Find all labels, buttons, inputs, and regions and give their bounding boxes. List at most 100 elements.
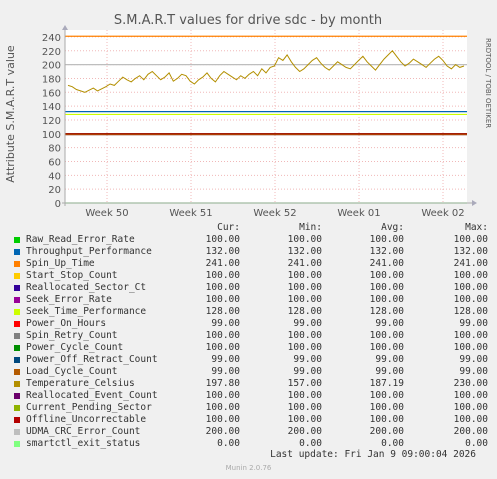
- series-line-temperature-celsius: [67, 50, 465, 93]
- legend-name: Offline_Uncorrectable: [26, 414, 147, 425]
- legend-max: 100.00: [453, 390, 488, 401]
- legend-cur: 100.00: [205, 402, 240, 413]
- legend-avg: 100.00: [369, 414, 404, 425]
- legend-avg: 132.00: [369, 246, 404, 257]
- legend-max: 132.00: [453, 246, 488, 257]
- legend-min: 241.00: [287, 258, 322, 269]
- legend-cur: 100.00: [205, 330, 240, 341]
- legend-row: Power_Cycle_Count 100.00 100.00 100.00 100.0…: [12, 342, 492, 354]
- legend-max: 99.00: [459, 354, 488, 365]
- y-tick-label: 160: [42, 88, 61, 99]
- legend-row: Reallocated_Event_Count 100.00 100.00 100.0…: [12, 390, 492, 402]
- legend-avg: 241.00: [369, 258, 404, 269]
- legend-cur: 128.00: [205, 306, 240, 317]
- side-label: RRDTOOL / TOBI OETIKER: [484, 38, 492, 128]
- legend-name: Seek_Error_Rate: [26, 294, 112, 305]
- legend-avg: 100.00: [369, 390, 404, 401]
- legend-swatch: [14, 321, 20, 327]
- legend-name: Start_Stop_Count: [26, 270, 118, 281]
- legend-avg: 100.00: [369, 330, 404, 341]
- col-max: Max:: [465, 222, 488, 233]
- legend-name: Temperature_Celsius: [26, 378, 135, 389]
- legend-avg: 128.00: [369, 306, 404, 317]
- legend-min: 100.00: [287, 234, 322, 245]
- legend-cur: 0.00: [217, 438, 240, 449]
- chart-title: S.M.A.R.T values for drive sdc - by mont…: [114, 13, 382, 28]
- legend: Cur: Min: Avg: Max: Raw_Read_Error_Rate 1…: [12, 222, 492, 450]
- legend-name: Spin_Up_Time: [26, 258, 95, 269]
- legend-min: 100.00: [287, 270, 322, 281]
- legend-avg: 99.00: [375, 354, 404, 365]
- legend-row: Reallocated_Sector_Ct 100.00 100.00 100.00 1…: [12, 282, 492, 294]
- last-update: Last update: Fri Jan 9 09:00:04 2026: [270, 449, 476, 460]
- legend-min: 132.00: [287, 246, 322, 257]
- legend-row: Seek_Time_Performance 128.00 128.00 128.00 1…: [12, 306, 492, 318]
- legend-cur: 197.80: [205, 378, 240, 389]
- y-tick-label: 120: [42, 116, 61, 127]
- legend-row: Raw_Read_Error_Rate 100.00 100.00 100.00 100…: [12, 234, 492, 246]
- y-tick-label: 140: [42, 102, 61, 113]
- legend-swatch: [14, 309, 20, 315]
- legend-swatch: [14, 249, 20, 255]
- legend-max: 99.00: [459, 318, 488, 329]
- legend-min: 100.00: [287, 414, 322, 425]
- legend-max: 99.00: [459, 366, 488, 377]
- x-tick-label: Week 02: [421, 208, 464, 219]
- y-axis-arrow: [62, 25, 68, 30]
- legend-cur: 99.00: [211, 354, 240, 365]
- legend-max: 100.00: [453, 330, 488, 341]
- legend-max: 100.00: [453, 402, 488, 413]
- legend-min: 99.00: [293, 354, 322, 365]
- legend-name: Spin_Retry_Count: [26, 330, 118, 341]
- legend-cur: 100.00: [205, 342, 240, 353]
- legend-max: 230.00: [453, 378, 488, 389]
- legend-min: 100.00: [287, 390, 322, 401]
- chart-area: S.M.A.R.T values for drive sdc - by mont…: [4, 13, 492, 219]
- legend-row: Current_Pending_Sector 100.00 100.00 100.00…: [12, 402, 492, 414]
- legend-max: 100.00: [453, 294, 488, 305]
- legend-min: 100.00: [287, 342, 322, 353]
- munin-version: Munin 2.0.76: [225, 464, 272, 472]
- legend-cur: 100.00: [205, 414, 240, 425]
- legend-avg: 100.00: [369, 342, 404, 353]
- legend-row: Power_On_Hours 99.00 99.00 99.00 99.00: [12, 318, 492, 330]
- legend-swatch: [14, 417, 20, 423]
- y-tick-label: 0: [55, 199, 61, 210]
- legend-min: 99.00: [293, 318, 322, 329]
- legend-name: Reallocated_Sector_Ct: [26, 282, 147, 293]
- x-tick-label: Week 01: [337, 208, 380, 219]
- legend-cur: 99.00: [211, 366, 240, 377]
- col-avg: Avg:: [381, 222, 404, 233]
- legend-min: 100.00: [287, 282, 322, 293]
- legend-row: Load_Cycle_Count 99.00 99.00 99.00 99.00: [12, 366, 492, 378]
- legend-avg: 100.00: [369, 294, 404, 305]
- legend-min: 128.00: [287, 306, 322, 317]
- x-tick-label: Week 52: [253, 208, 296, 219]
- legend-swatch: [14, 429, 20, 435]
- legend-max: 100.00: [453, 414, 488, 425]
- y-tick-label: 80: [48, 144, 61, 155]
- legend-max: 100.00: [453, 270, 488, 281]
- legend-cur: 99.00: [211, 318, 240, 329]
- x-tick-label: Week 51: [169, 208, 212, 219]
- legend-min: 99.00: [293, 366, 322, 377]
- legend-swatch: [14, 273, 20, 279]
- x-tick-label: Week 50: [85, 208, 128, 219]
- legend-row: smartctl_exit_status 0.00 0.00 0.00 0.00: [12, 438, 492, 450]
- legend-row: Seek_Error_Rate 100.00 100.00 100.00 100.00: [12, 294, 492, 306]
- legend-min: 100.00: [287, 330, 322, 341]
- legend-name: Power_Off_Retract_Count: [26, 354, 158, 365]
- y-tick-label: 200: [42, 61, 61, 72]
- legend-avg: 100.00: [369, 402, 404, 413]
- legend-avg: 187.19: [369, 378, 404, 389]
- legend-row: Spin_Up_Time 241.00 241.00 241.00 241.00: [12, 258, 492, 270]
- legend-row: Power_Off_Retract_Count 99.00 99.00 99.00 99…: [12, 354, 492, 366]
- y-tick-label: 60: [48, 157, 61, 168]
- y-tick-label: 100: [42, 130, 61, 141]
- legend-min: 100.00: [287, 402, 322, 413]
- legend-row: Offline_Uncorrectable 100.00 100.00 100.00 1…: [12, 414, 492, 426]
- legend-name: smartctl_exit_status: [26, 438, 141, 449]
- legend-name: Power_Cycle_Count: [26, 342, 124, 353]
- legend-cur: 100.00: [205, 282, 240, 293]
- legend-row: UDMA_CRC_Error_Count 200.00 200.00 200.00 20…: [12, 426, 492, 438]
